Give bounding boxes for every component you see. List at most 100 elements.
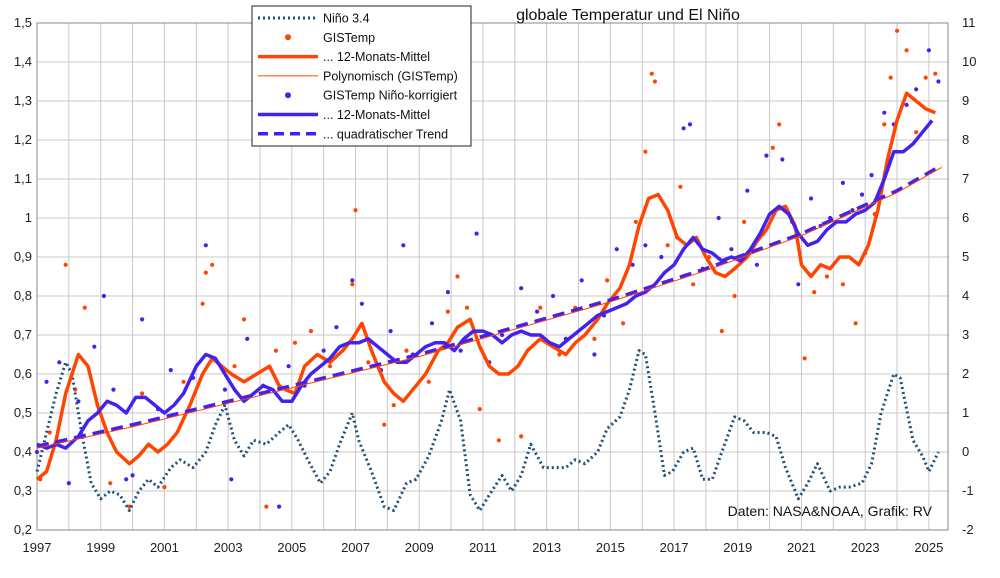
point-gistemp xyxy=(308,329,314,334)
point-gistemp-korrigiert xyxy=(245,336,250,341)
legend-label: ... 12-Monats-Mittel xyxy=(323,50,430,64)
legend-label: GISTemp Niño-korrigiert xyxy=(323,89,458,103)
point-gistemp-korrigiert xyxy=(882,110,887,115)
x-tick: 2013 xyxy=(532,540,561,555)
line-korrigiert-mean xyxy=(36,119,934,450)
point-gistemp xyxy=(691,282,696,287)
point-gistemp-korrigiert xyxy=(34,449,40,455)
line-nino34 xyxy=(35,349,940,512)
y-right-tick: 4 xyxy=(962,288,969,303)
point-gistemp xyxy=(888,75,893,80)
y-right-tick: 5 xyxy=(962,249,969,264)
point-gistemp xyxy=(538,305,543,310)
point-gistemp-korrigiert xyxy=(729,247,734,252)
x-tick: 2011 xyxy=(469,540,497,555)
point-gistemp xyxy=(455,274,460,279)
point-gistemp xyxy=(933,71,938,76)
point-gistemp-korrigiert xyxy=(276,504,282,509)
point-gistemp xyxy=(914,130,919,135)
legend-marker xyxy=(285,92,291,99)
point-gistemp xyxy=(382,422,387,427)
point-gistemp xyxy=(47,430,52,435)
legend-label: ... quadratischer Trend xyxy=(323,127,448,141)
point-gistemp-korrigiert xyxy=(321,348,326,353)
y-left-tick: 1 xyxy=(25,210,32,225)
point-gistemp xyxy=(426,379,431,384)
y-left-tick-labels: 0,2 0,3 0,4 0,5 0,6 0,7 0,8 0,9 1 1,1 1,2 1,3 1,4 1,5 xyxy=(14,15,32,537)
point-gistemp xyxy=(777,122,782,127)
point-gistemp xyxy=(82,305,87,310)
point-gistemp xyxy=(732,293,737,299)
point-gistemp-korrigiert xyxy=(474,231,479,236)
y-right-tick: -2 xyxy=(962,522,974,537)
point-gistemp xyxy=(652,79,658,84)
point-gistemp-korrigiert xyxy=(124,477,129,482)
point-gistemp xyxy=(108,481,113,486)
point-gistemp xyxy=(366,360,371,365)
point-gistemp-korrigiert xyxy=(286,364,291,369)
point-gistemp xyxy=(853,321,858,326)
point-gistemp xyxy=(592,336,597,341)
point-gistemp xyxy=(327,364,333,369)
y-right-tick: 3 xyxy=(962,327,969,342)
point-gistemp-korrigiert xyxy=(458,348,463,353)
y-left-tick: 0,7 xyxy=(14,327,32,342)
y-right-tick: 8 xyxy=(962,132,969,147)
y-left-tick: 1,5 xyxy=(14,15,32,30)
legend-label: GISTemp xyxy=(323,31,375,45)
x-tick: 2015 xyxy=(596,540,625,555)
point-gistemp-korrigiert xyxy=(57,360,62,365)
point-gistemp-korrigiert xyxy=(796,282,801,287)
x-tick: 2005 xyxy=(277,540,306,555)
point-gistemp xyxy=(882,122,887,127)
point-gistemp xyxy=(643,149,648,154)
point-gistemp-korrigiert xyxy=(359,301,365,306)
y-left-tick: 1,1 xyxy=(14,171,32,186)
point-gistemp-korrigiert xyxy=(687,122,693,127)
point-gistemp xyxy=(519,434,524,439)
point-gistemp-korrigiert xyxy=(754,262,759,267)
x-tick: 1999 xyxy=(86,540,115,555)
point-gistemp xyxy=(391,403,396,408)
point-gistemp-korrigiert xyxy=(745,188,750,193)
point-gistemp xyxy=(292,340,298,345)
y-left-tick: 0,3 xyxy=(14,483,32,498)
point-gistemp xyxy=(350,282,355,287)
point-gistemp xyxy=(742,219,747,224)
point-gistemp-korrigiert xyxy=(44,379,49,384)
y-left-tick: 0,9 xyxy=(14,249,32,264)
point-gistemp-korrigiert xyxy=(550,293,556,299)
series-lines xyxy=(35,91,943,512)
point-gistemp-korrigiert xyxy=(630,262,635,267)
point-gistemp-korrigiert xyxy=(203,243,208,248)
x-tick: 2023 xyxy=(851,540,880,555)
x-tick: 2007 xyxy=(341,540,370,555)
point-gistemp xyxy=(840,282,845,287)
point-gistemp-korrigiert xyxy=(334,325,339,330)
point-gistemp xyxy=(404,348,409,353)
point-gistemp-korrigiert xyxy=(519,286,524,291)
point-gistemp-korrigiert xyxy=(716,215,721,221)
line-quadratic-trend xyxy=(36,163,943,448)
y-left-tick: 0,8 xyxy=(14,288,32,303)
point-gistemp-korrigiert xyxy=(111,387,116,392)
point-gistemp-korrigiert xyxy=(388,329,393,334)
point-gistemp xyxy=(802,356,807,361)
line-polynomisch-gistemp xyxy=(36,166,942,449)
x-tick: 2003 xyxy=(214,540,243,555)
point-gistemp-korrigiert xyxy=(659,254,664,260)
legend-label: Polynomisch (GISTemp) xyxy=(323,69,458,83)
point-gistemp xyxy=(140,391,145,396)
point-gistemp-korrigiert xyxy=(869,173,874,178)
point-gistemp-korrigiert xyxy=(130,473,135,478)
point-gistemp-korrigiert xyxy=(445,290,451,295)
point-gistemp xyxy=(894,28,900,33)
y-left-tick: 0,6 xyxy=(14,366,32,381)
y-left-tick: 1,2 xyxy=(14,132,32,147)
point-gistemp-korrigiert xyxy=(859,192,865,197)
y-right-tick: 6 xyxy=(962,210,969,225)
point-gistemp-korrigiert xyxy=(229,477,234,482)
x-tick: 1997 xyxy=(23,540,52,555)
y-left-tick: 0,2 xyxy=(14,522,32,537)
